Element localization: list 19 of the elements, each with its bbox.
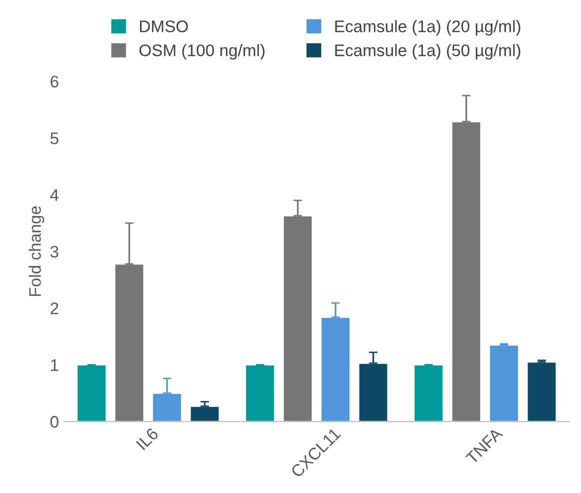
bar xyxy=(244,364,276,422)
y-tick-label: 1 xyxy=(51,359,58,371)
y-axis-title: Fold change xyxy=(28,206,44,296)
legend-label: Ecamsule (1a) (20 µg/ml) xyxy=(335,20,520,36)
bar xyxy=(526,361,558,422)
legend-label: DMSO xyxy=(140,20,188,32)
y-tick-label: 2 xyxy=(50,302,58,314)
legend-label: Ecamsule (1a) (50 µg/ml) xyxy=(335,44,520,60)
y-tick-label: 4 xyxy=(50,189,59,201)
y-tick-label: 6 xyxy=(50,76,58,88)
bar xyxy=(189,406,220,422)
bar xyxy=(413,364,444,422)
y-tick-label: 3 xyxy=(50,246,58,258)
y-tick-label: 5 xyxy=(50,132,58,144)
legend-label: OSM (100 ng/ml) xyxy=(139,44,265,60)
bar xyxy=(76,364,107,422)
bar xyxy=(488,344,520,422)
y-tick-label: 0 xyxy=(50,416,58,428)
x-tick-label: IL6 xyxy=(136,427,159,450)
